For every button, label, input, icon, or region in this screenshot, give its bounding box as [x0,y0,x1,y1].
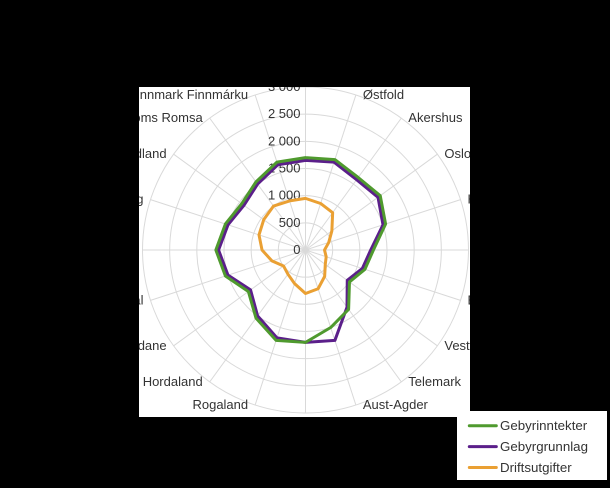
svg-text:Aust-Agder: Aust-Agder [363,397,429,412]
svg-text:Østfold: Østfold [363,87,404,102]
svg-text:Oslo: Oslo [444,146,470,161]
svg-text:Møre og Romsdal: Møre og Romsdal [139,292,144,307]
svg-text:Hordaland: Hordaland [143,374,203,389]
svg-text:Vestfold: Vestfold [444,338,470,353]
svg-text:Troms Romsa: Troms Romsa [139,110,203,125]
svg-text:Nordland: Nordland [139,146,167,161]
svg-text:Nord-Trøndelag: Nord-Trøndelag [139,192,143,207]
svg-text:Sogn og Fjordane: Sogn og Fjordane [139,338,167,353]
svg-text:3 000: 3 000 [268,87,301,94]
svg-text:Hedmark: Hedmark [468,192,470,207]
svg-text:Driftsutgifter: Driftsutgifter [500,460,572,475]
svg-text:Gebyrgrunnlag: Gebyrgrunnlag [500,439,588,454]
svg-text:0: 0 [293,242,300,257]
svg-text:2 500: 2 500 [268,106,301,121]
svg-text:Akershus: Akershus [408,110,463,125]
svg-text:Buskerud: Buskerud [468,292,470,307]
svg-text:500: 500 [279,215,301,230]
svg-text:Gebyrinntekter: Gebyrinntekter [500,418,588,433]
svg-text:Finnmark Finnmárku: Finnmark Finnmárku [139,87,248,102]
svg-text:Rogaland: Rogaland [192,397,248,412]
svg-text:2 000: 2 000 [268,133,301,148]
svg-text:Telemark: Telemark [408,374,461,389]
